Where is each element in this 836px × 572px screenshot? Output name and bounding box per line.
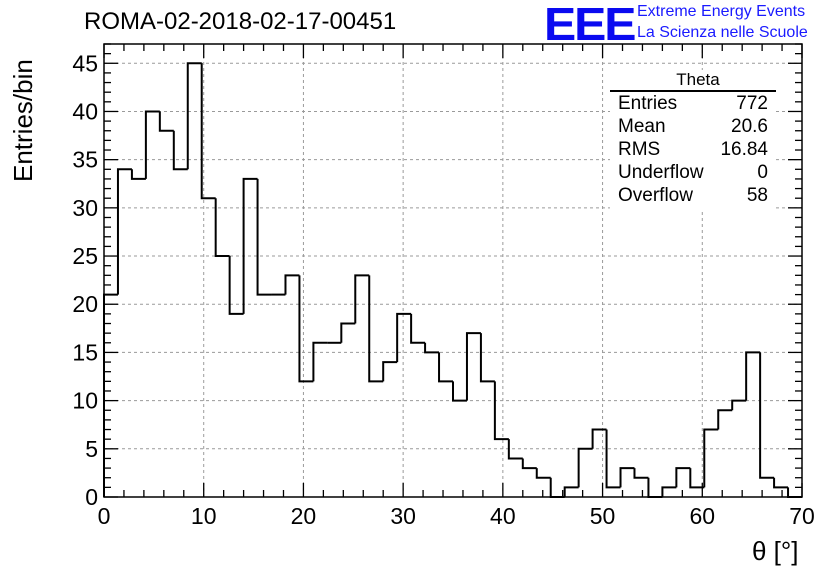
stats-row-mean: Mean 20.6 [610, 115, 776, 138]
histogram-bin [745, 351, 761, 401]
histogram-bin [130, 169, 146, 180]
x-tick-label: 0 [98, 503, 111, 529]
histogram-bin [605, 429, 621, 489]
histogram-bin [396, 312, 412, 363]
stats-label: Mean [618, 116, 666, 137]
stats-label: Underflow [618, 162, 704, 183]
x-tick-label: 60 [689, 503, 715, 529]
histogram-bin [116, 168, 132, 295]
x-tick-label: 40 [490, 503, 516, 529]
x-tick-label: 10 [191, 503, 217, 529]
logo-text-line1: Extreme Energy Events [637, 3, 806, 20]
histogram-bin [591, 428, 607, 449]
histogram-bin [493, 381, 509, 441]
x-tick-label: 50 [590, 503, 616, 529]
plot-title: ROMA-02-2018-02-17-00451 [84, 8, 397, 35]
logo-text-line2: La Scienza nelle Scuole [637, 24, 808, 41]
y-tick-label: 5 [85, 436, 98, 462]
y-tick-label: 25 [72, 243, 98, 269]
stats-row-entries: Entries 772 [610, 92, 776, 115]
histogram-bin [452, 381, 467, 402]
histogram-bin [465, 332, 481, 401]
histogram-bin [535, 468, 551, 479]
x-tick-label: 20 [291, 503, 317, 529]
histogram-bin [354, 274, 370, 324]
y-tick-label: 30 [72, 195, 98, 221]
histogram-bin [689, 468, 705, 489]
histogram-bin [577, 447, 593, 488]
histogram-bin [717, 409, 733, 430]
histogram-bin [242, 177, 258, 314]
stats-row-rms: RMS 16.84 [610, 138, 776, 161]
histogram-bin [703, 428, 719, 488]
plot-frame [103, 43, 803, 498]
histogram-bin [158, 111, 174, 132]
stats-value: 20.6 [731, 116, 768, 137]
stats-label: Entries [618, 93, 678, 114]
histogram-bin [214, 198, 230, 258]
y-tick-label: 20 [72, 291, 98, 317]
stats-value: 16.84 [720, 139, 768, 160]
histogram-bin [563, 486, 579, 497]
histogram-bin [479, 333, 495, 383]
x-tick-label: 70 [789, 503, 815, 529]
histogram-bin [675, 467, 691, 488]
stats-row-overflow: Overflow 58 [610, 184, 776, 207]
histogram-bin [787, 487, 802, 498]
histogram-bin [633, 468, 649, 479]
histogram-bin [619, 467, 635, 488]
histogram-bin [661, 486, 677, 497]
histogram-bin [438, 352, 453, 383]
histogram-bin [773, 477, 789, 489]
x-axis-label: θ [°] [752, 536, 799, 566]
stats-divider [610, 90, 776, 92]
histogram-bin [410, 313, 426, 344]
histogram-bin [759, 352, 775, 479]
histogram-bin [647, 477, 663, 498]
stats-row-underflow: Underflow 0 [610, 161, 776, 184]
stats-box: Theta Entries 772 Mean 20.6 RMS 16.84 Un… [610, 70, 776, 210]
stats-value: 58 [746, 185, 768, 206]
stats-value: 0 [757, 162, 768, 183]
y-tick-label: 35 [72, 147, 98, 173]
stats-title: Theta [676, 70, 720, 89]
y-tick-label: 45 [72, 50, 98, 76]
histogram-bin [507, 439, 523, 460]
histogram-bin [312, 341, 328, 382]
histogram-bin [144, 110, 160, 179]
stats-label: Overflow [618, 185, 693, 206]
y-axis-label: Entries/bin [8, 59, 38, 182]
histogram-bin [340, 322, 356, 343]
histogram-bin [256, 178, 272, 296]
histogram-bin [284, 274, 300, 295]
histogram-bin [298, 275, 314, 383]
histogram-bin [521, 458, 537, 470]
eee-logo: EEE [544, 0, 636, 50]
histogram-bin [186, 62, 202, 170]
y-tick-label: 10 [72, 388, 98, 414]
histogram-bin [103, 293, 118, 497]
y-tick-label: 40 [72, 98, 98, 124]
y-tick-label: 0 [85, 484, 98, 510]
y-tick-label: 15 [72, 339, 98, 365]
x-tick-label: 30 [390, 503, 416, 529]
stats-label: RMS [618, 139, 661, 160]
histogram-bin [382, 361, 398, 382]
histogram-bin [228, 256, 244, 315]
histogram-bin [424, 342, 440, 354]
histogram-bin [172, 130, 188, 171]
stats-value: 772 [736, 93, 768, 114]
histogram-bin [200, 63, 216, 200]
histogram-bin [368, 275, 384, 383]
histogram-bin [731, 399, 747, 411]
